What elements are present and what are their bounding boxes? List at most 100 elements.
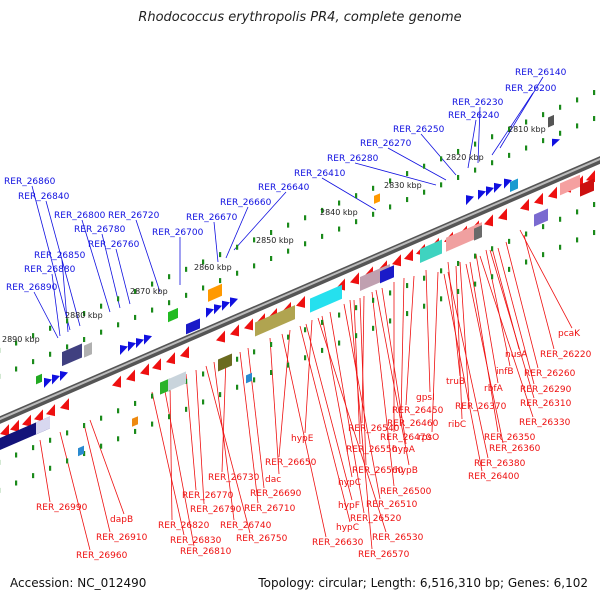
minus-gene-block [255,305,295,337]
minus-gene-label: RER_26520 [350,514,402,524]
minus-label-leader [185,373,197,491]
ruler-tick [287,362,290,368]
ruler-tick [83,423,86,429]
minus-gene-arrow [112,375,121,388]
ruler-tick [508,266,511,272]
minus-gene-label: RER_26290 [520,385,572,395]
plus-gene-label: RER_26140 [515,68,567,78]
ruler-tick [474,253,477,259]
ruler-tick [202,371,205,377]
minus-gene-label: RER_26330 [519,418,571,428]
plus-gene-label: RER_26800 [54,211,106,221]
minus-gene-label: RER_26530 [372,533,424,543]
minus-gene-block [580,178,594,197]
ruler-label: 2880 kbp [65,311,103,320]
plus-gene-label: RER_26880 [24,265,76,275]
ruler-tick [134,400,137,406]
ruler-tick [423,189,426,195]
ruler-tick [304,327,307,333]
ruler-tick [304,241,307,247]
minus-gene-arrow [350,272,359,285]
minus-gene-block [168,371,186,392]
minus-gene-label: RER_26470 [380,433,432,443]
minus-gene-arrow [498,208,507,221]
ruler-tick [474,281,477,287]
ruler-tick [389,178,392,184]
minus-gene-label: RER_26630 [312,538,364,548]
ruler-tick [253,349,256,355]
ruler-label: 2890 kbp [2,335,40,344]
minus-label-leader [479,255,534,418]
minus-gene-label: RER_26400 [468,472,520,482]
ruler-tick [134,428,137,434]
plus-gene-block [36,373,42,385]
minus-label-leader [375,289,410,466]
plus-label-leader [45,200,81,327]
minus-gene-arrow [152,358,161,371]
topology-label: Topology: circular; Length: 6,516,310 bp… [258,576,588,590]
minus-label-leader [505,241,539,369]
minus-label-leader [247,347,265,489]
plus-label-leader [225,206,249,259]
plus-gene-arrow [478,189,486,200]
ruler-tick [338,340,341,346]
ruler-tick [219,392,222,398]
minus-label-leader [239,351,259,504]
ruler-tick [236,384,239,390]
ruler-tick [15,366,18,372]
ruler-tick [202,399,205,405]
ruler-tick [559,244,562,250]
plus-gene-label: RER_26700 [152,228,204,238]
plus-gene-label: RER_26890 [6,283,58,293]
plus-gene-arrow [552,138,560,147]
ruler-tick [593,90,596,96]
ruler-tick [66,344,69,350]
ruler-tick [372,211,375,217]
ruler-tick [423,303,426,309]
minus-gene-block [160,378,170,395]
minus-gene-label: RER_26990 [36,503,88,513]
ruler-tick [542,224,545,230]
minus-gene-label: RER_26770 [182,491,234,501]
ruler-tick [355,305,358,311]
backbone-highlight [0,157,600,421]
minus-gene-arrow [230,324,239,337]
ruler-tick [253,237,256,243]
minus-gene-block [132,416,138,427]
ruler-tick [185,378,188,384]
minus-gene-arrow [216,330,225,343]
ruler-tick [66,430,69,436]
minus-gene-label: RER_26360 [489,444,541,454]
minus-gene-label: RER_26220 [540,350,592,360]
ruler-tick [593,202,596,208]
ruler-tick [185,266,188,272]
ruler-tick [49,437,52,443]
ruler-tick [321,233,324,239]
plus-gene-block [168,307,178,323]
minus-gene-label: RER_26540 [348,424,400,434]
minus-label-leader [151,391,185,536]
ruler-tick [321,207,324,213]
ruler-label: 2860 kbp [194,263,232,272]
ruler-label: 2820 kbp [446,153,484,162]
plus-label-leader [101,233,121,309]
minus-gene-label: hypB [395,466,418,476]
ruler-tick [100,443,103,449]
ruler-tick [151,307,154,313]
ruler-tick [236,244,239,250]
ruler-tick [66,318,69,324]
minus-gene-label: RER_26260 [524,369,576,379]
plus-label-leader [33,291,59,339]
minus-label-leader [305,323,353,501]
plus-label-leader [321,177,377,211]
ruler-tick [15,452,18,458]
ruler-tick [576,237,579,243]
minus-gene-arrow [244,318,253,331]
minus-label-leader [317,317,387,533]
ruler-tick [236,270,239,276]
ruler-tick [32,359,35,365]
minus-gene-arrow [126,369,135,382]
ruler-tick [491,134,494,140]
plus-label-leader [51,273,61,337]
ruler-tick [508,238,511,244]
